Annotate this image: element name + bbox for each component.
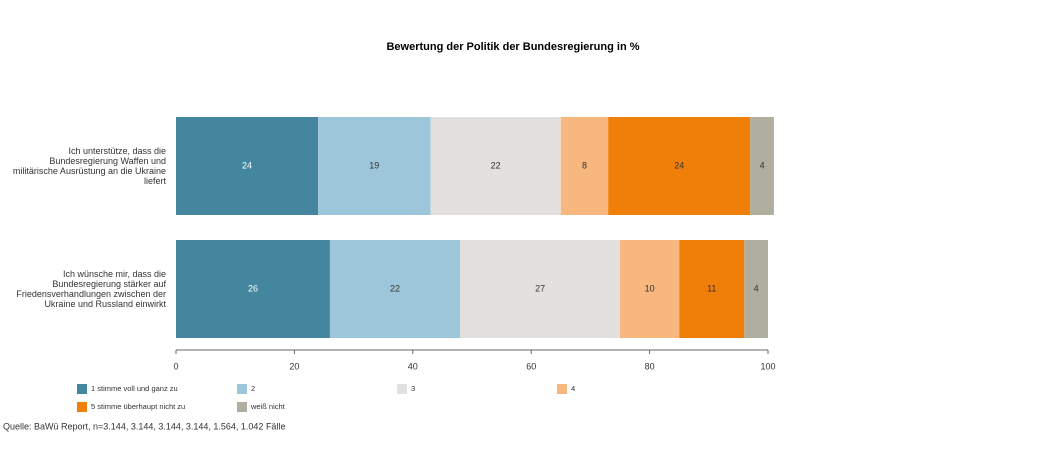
y-tick-label: Ich wünsche mir, dass die Bundesregierun…: [16, 269, 166, 309]
y-tick-label: Ich unterstütze, dass die Bundesregierun…: [12, 146, 166, 186]
data-label: 26: [248, 283, 258, 293]
bar-segment: [329, 240, 461, 338]
legend-label: 2: [251, 384, 255, 393]
bar-segment: [560, 117, 609, 215]
bar-segment: [460, 240, 620, 338]
data-label: 24: [674, 160, 684, 170]
legend-swatch: [77, 384, 87, 394]
x-tick-label: 60: [526, 361, 536, 371]
legend-swatch: [557, 384, 567, 394]
x-tick-label: 20: [289, 361, 299, 371]
legend-label: weiß nicht: [250, 402, 286, 411]
bar-segment: [750, 117, 774, 215]
x-tick-label: 100: [760, 361, 775, 371]
data-label: 19: [369, 160, 379, 170]
data-label: 22: [390, 283, 400, 293]
data-label: 24: [242, 160, 252, 170]
bar-segment: [744, 240, 768, 338]
legend-swatch: [397, 384, 407, 394]
chart-title: Bewertung der Politik der Bundesregierun…: [386, 41, 639, 53]
legend-label: 4: [571, 384, 575, 393]
x-tick-label: 0: [173, 361, 178, 371]
source-note: Quelle: BaWü Report, n=3.144, 3.144, 3.1…: [3, 421, 285, 431]
data-label: 10: [645, 283, 655, 293]
legend-swatch: [237, 402, 247, 412]
bar-segment: [176, 240, 330, 338]
x-tick-label: 40: [408, 361, 418, 371]
bar-segment: [608, 117, 751, 215]
bar-segment: [679, 240, 745, 338]
bar-segment: [430, 117, 561, 215]
data-label: 22: [491, 160, 501, 170]
legend-label: 3: [411, 384, 415, 393]
bar-segment: [318, 117, 431, 215]
legend-label: 5 stimme überhaupt nicht zu: [91, 402, 185, 411]
bar-segment: [620, 240, 680, 338]
bar-segment: [176, 117, 319, 215]
data-label: 11: [707, 283, 716, 293]
legend-swatch: [237, 384, 247, 394]
legend-label: 1 stimme voll und ganz zu: [91, 384, 178, 393]
data-label: 4: [754, 283, 759, 293]
data-label: 27: [535, 283, 545, 293]
data-label: 4: [760, 160, 765, 170]
x-tick-label: 80: [645, 361, 655, 371]
legend-swatch: [77, 402, 87, 412]
data-label: 8: [582, 160, 587, 170]
